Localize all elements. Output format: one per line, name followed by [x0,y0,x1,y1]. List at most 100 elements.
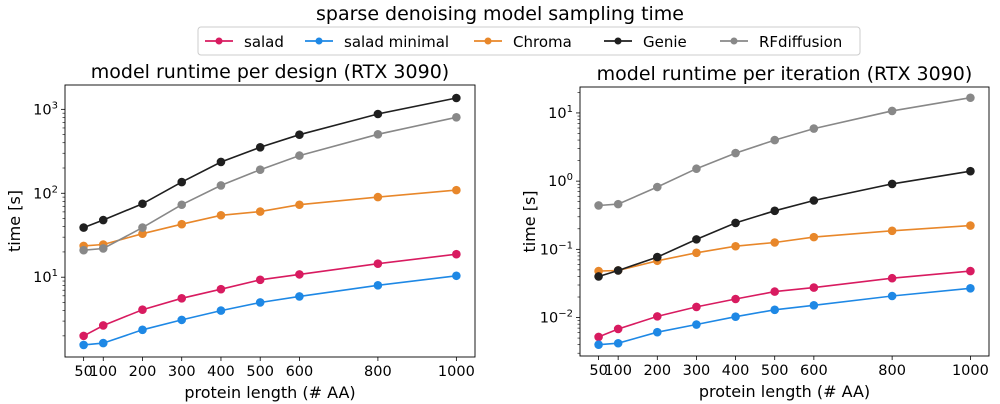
axes-frame [64,84,476,358]
legend-frame [197,26,861,56]
data-point [373,259,383,268]
y-tick-base: 10 [540,242,558,258]
series-genie [594,166,975,281]
series-salad [594,266,975,342]
data-point [79,245,88,255]
y-tick-label: 101 [33,268,58,286]
data-point [373,109,383,119]
plot-title: model runtime per design (RTX 3090) [91,61,449,83]
y-tick-label: 100 [548,172,573,190]
series-line [83,189,457,247]
data-point [255,275,265,285]
x-axis-label: protein length (# AA) [699,382,870,401]
data-point [966,166,975,176]
y-tick-base: 10 [548,106,566,122]
y-tick-label: 102 [33,184,58,202]
data-point [966,221,975,230]
data-point [452,185,461,195]
data-point [138,229,147,238]
data-point [452,271,461,281]
legend-label-2: Chroma [513,33,572,51]
data-point [138,223,147,232]
x-tick-label: 1000 [952,363,989,379]
figure-suptitle: sparse denoising model sampling time [316,3,684,25]
data-point [216,157,226,167]
y-tick-label: 10−2 [540,309,573,327]
data-point [731,312,740,321]
series-salad-minimal [594,284,975,349]
y-tick-exponent: 2 [52,184,58,195]
data-point [79,331,88,341]
data-point [809,232,819,242]
x-tick-label: 400 [722,363,750,379]
x-axis-label: protein length (# AA) [184,383,355,402]
data-point [887,226,897,236]
data-point [613,266,623,275]
x-tick-label: 100 [604,363,632,379]
x-tick-label: 600 [800,363,828,379]
data-point [594,201,603,210]
data-point [98,244,108,253]
data-point [452,249,461,259]
data-point [731,294,740,304]
data-point [216,284,226,294]
data-point [887,106,897,116]
x-tick-label: 500 [246,364,274,380]
data-point [770,287,780,296]
series-salad-minimal [79,271,461,350]
data-point [594,340,603,349]
data-point [255,165,265,174]
data-point [966,93,975,103]
plot-per-iteration: model runtime per iteration (RTX 3090) pr… [520,63,990,401]
series-salad [79,249,461,341]
y-axis-label: time [s] [520,190,539,252]
x-tick-label: 300 [683,363,711,379]
data-point [255,142,265,152]
series-chroma [79,185,461,251]
legend: salad salad minimal Chroma Genie RFdiffusion [197,26,861,56]
series-line [598,270,971,338]
data-point [79,223,88,232]
x-tick-label: 800 [878,363,906,379]
data-point [613,324,623,334]
y-tick-exponent: −1 [558,240,573,251]
data-point [692,164,701,174]
y-axis-label: time [s] [5,190,24,252]
data-point [613,199,623,209]
y-tick-exponent: −2 [558,309,573,320]
series-rfdiffusion [594,93,975,210]
data-point [373,130,383,139]
data-point [692,248,701,258]
data-point [98,215,108,225]
data-point [98,321,108,330]
data-point [594,272,603,281]
data-point [177,200,187,210]
data-point [652,182,662,192]
plot-title: model runtime per iteration (RTX 3090) [597,63,973,85]
data-point [216,210,226,220]
data-point [887,273,897,283]
legend-marker-0 [215,37,223,45]
series-genie [79,93,461,232]
legend-marker-2 [484,37,492,45]
legend-marker-1 [315,37,323,45]
data-point [138,325,147,335]
data-point [652,327,662,337]
data-point [216,306,226,315]
y-tick-exponent: 3 [52,100,58,111]
data-point [770,135,780,145]
x-tick-label: 1000 [438,364,475,380]
legend-marker-4 [730,37,738,45]
y-tick-label: 10−1 [540,240,573,258]
series-line [83,97,457,229]
data-point [731,218,740,228]
plot-per-design: model runtime per design (RTX 3090) prote… [5,61,476,402]
data-point [809,283,819,292]
x-tick-label: 50 [74,364,92,380]
x-tick-label: 200 [129,364,157,380]
data-point [770,206,780,216]
data-point [295,130,304,139]
data-point [692,235,701,244]
data-point [731,241,740,251]
